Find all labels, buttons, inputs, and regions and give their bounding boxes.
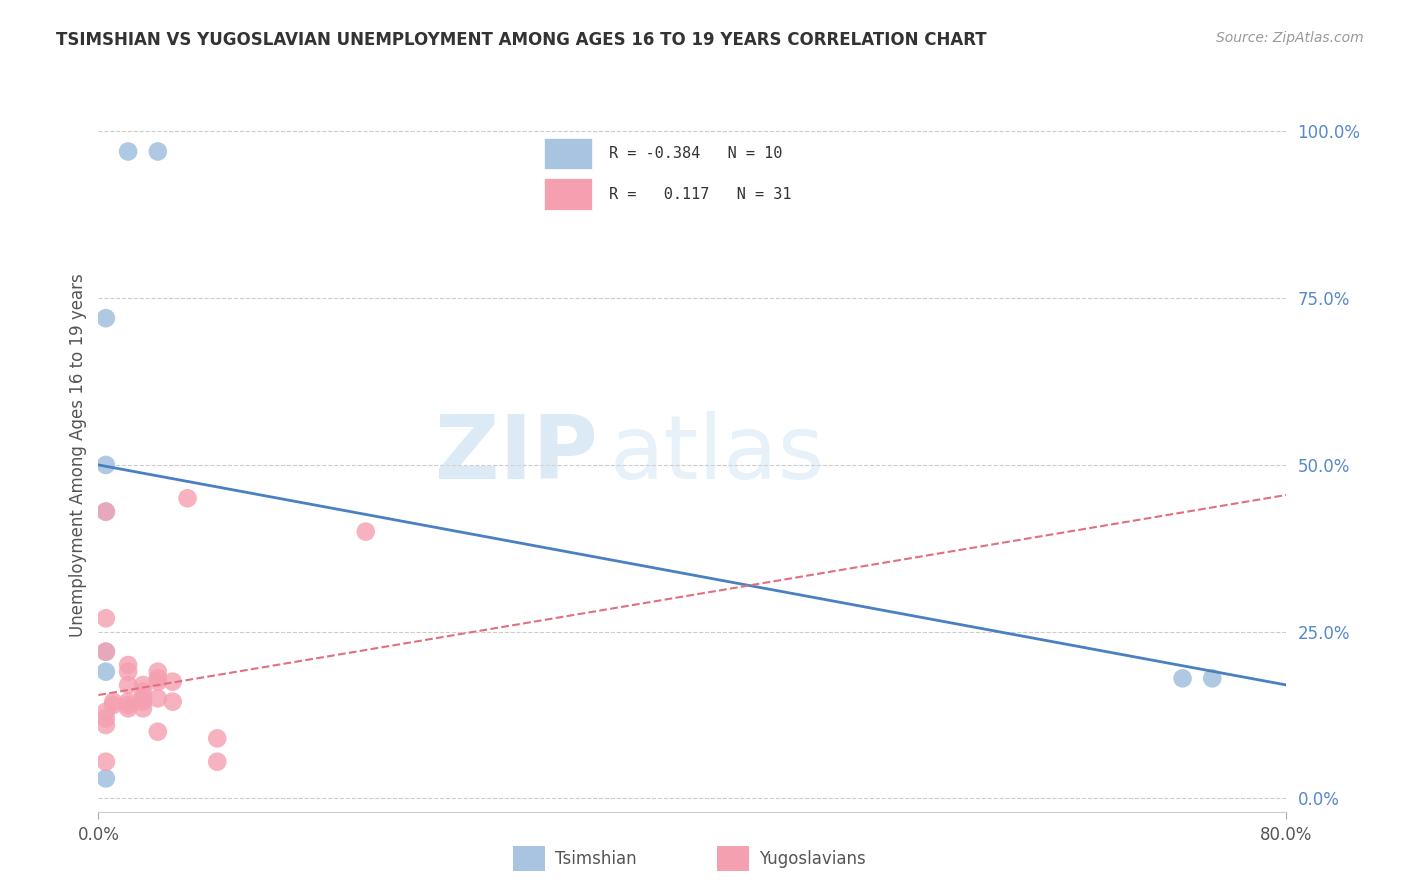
Point <box>94 755 117 769</box>
Point <box>94 718 117 732</box>
Point <box>146 724 169 739</box>
Point <box>162 695 184 709</box>
Point <box>146 671 169 685</box>
Point <box>146 691 169 706</box>
Point <box>1201 671 1223 685</box>
Point <box>94 505 117 519</box>
Point <box>132 684 155 698</box>
Point <box>146 674 169 689</box>
Point <box>132 701 155 715</box>
Text: R = -0.384   N = 10: R = -0.384 N = 10 <box>609 146 782 161</box>
Point <box>103 698 125 712</box>
Point <box>132 695 155 709</box>
Text: R =   0.117   N = 31: R = 0.117 N = 31 <box>609 186 792 202</box>
Point <box>94 645 117 659</box>
Point <box>117 658 139 673</box>
Point <box>176 491 198 506</box>
Point <box>146 665 169 679</box>
Point <box>94 505 117 519</box>
Point <box>94 611 117 625</box>
Point <box>117 698 139 712</box>
Text: Yugoslavians: Yugoslavians <box>759 849 866 868</box>
Point <box>354 524 377 539</box>
Point <box>94 311 117 326</box>
Text: atlas: atlas <box>609 411 824 499</box>
Point <box>94 665 117 679</box>
Point <box>94 645 117 659</box>
Point <box>94 772 117 786</box>
Text: Tsimshian: Tsimshian <box>555 849 637 868</box>
Bar <box>544 138 592 169</box>
Bar <box>544 178 592 210</box>
Point <box>117 695 139 709</box>
Point <box>117 701 139 715</box>
Point <box>94 458 117 472</box>
Point <box>94 705 117 719</box>
Y-axis label: Unemployment Among Ages 16 to 19 years: Unemployment Among Ages 16 to 19 years <box>69 273 87 637</box>
Text: TSIMSHIAN VS YUGOSLAVIAN UNEMPLOYMENT AMONG AGES 16 TO 19 YEARS CORRELATION CHAR: TSIMSHIAN VS YUGOSLAVIAN UNEMPLOYMENT AM… <box>56 31 987 49</box>
Text: Source: ZipAtlas.com: Source: ZipAtlas.com <box>1216 31 1364 45</box>
Text: ZIP: ZIP <box>434 411 598 499</box>
Point <box>207 731 229 746</box>
Point <box>117 665 139 679</box>
Point <box>146 145 169 159</box>
Point <box>94 711 117 725</box>
Bar <box>513 847 546 871</box>
Point <box>103 695 125 709</box>
Point <box>117 145 139 159</box>
Point <box>1171 671 1194 685</box>
Point <box>207 755 229 769</box>
Bar <box>717 847 748 871</box>
Point <box>162 674 184 689</box>
Point <box>117 678 139 692</box>
Point <box>132 678 155 692</box>
Point <box>132 691 155 706</box>
